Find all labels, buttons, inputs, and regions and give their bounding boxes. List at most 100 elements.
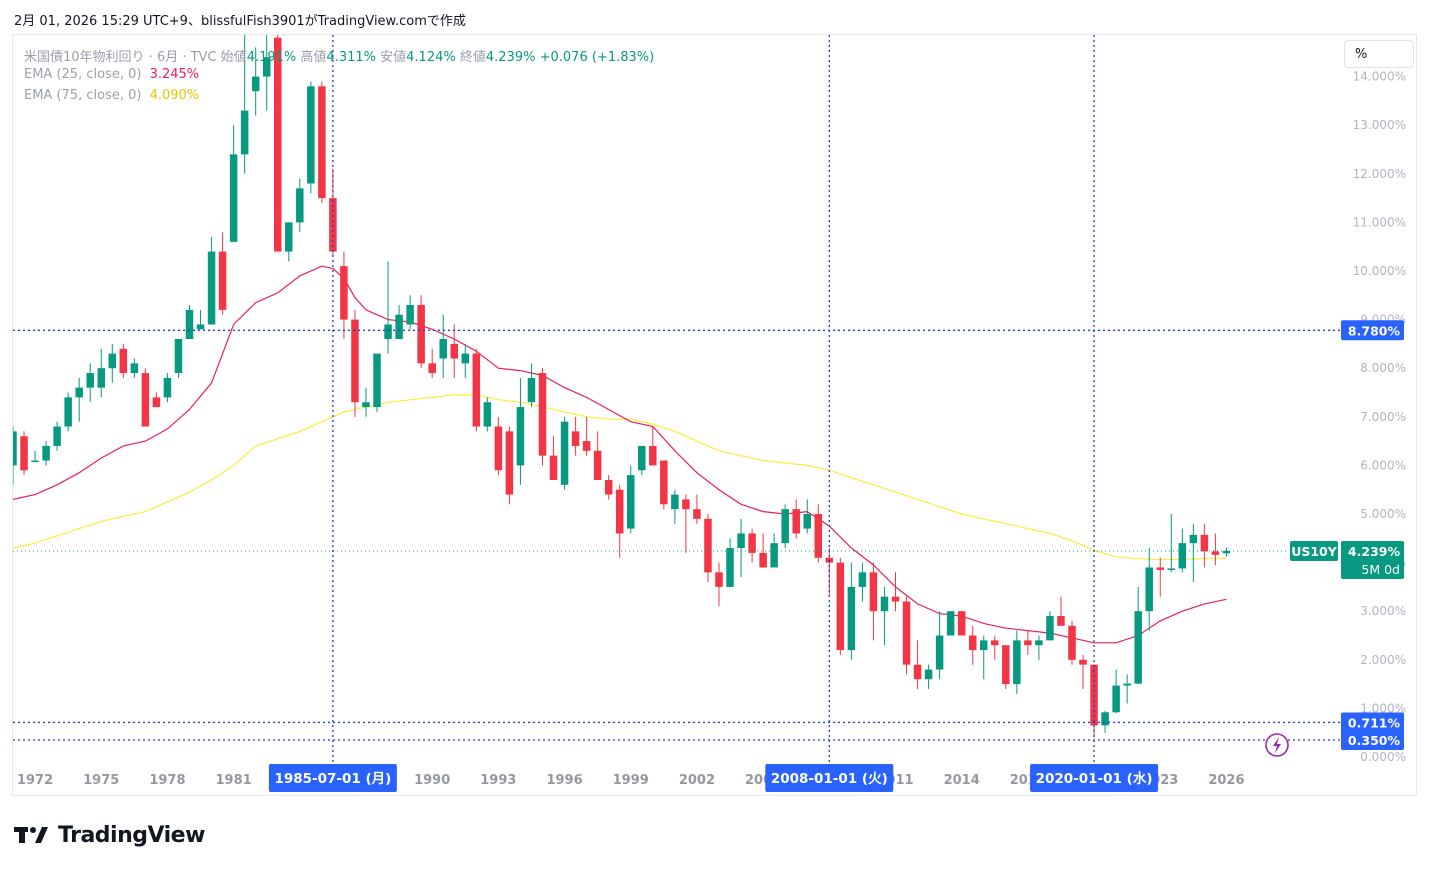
candle-down [329,168,337,257]
candle-body [869,572,878,612]
candle-up [64,392,72,432]
candle-down [836,557,845,655]
candle-body [251,76,260,92]
candle-body [428,363,436,374]
candle-body [1123,683,1131,686]
candle-body [593,450,602,480]
candle-body [240,110,249,155]
candle-body [1101,712,1109,726]
candle-up [285,222,293,262]
candle-body [362,402,370,408]
candle-up [1112,669,1120,714]
candle-down [450,324,458,378]
candle-up [75,377,83,422]
candle-up [196,309,205,330]
candle-body [770,543,778,568]
candle-up [13,426,17,485]
candle-down [1024,630,1032,655]
candle-body [31,460,39,463]
x-tick-label: 2026 [1208,773,1244,788]
candle-down [1057,596,1065,626]
candle-body [119,348,128,374]
candle-up [439,314,447,378]
y-tick-label: 1.000% [1360,701,1406,715]
tradingview-logo-icon [14,827,48,843]
candle-down [759,533,767,568]
candle-up [770,533,778,568]
x-tick-label: 1993 [480,773,516,788]
vertical-marker-tag [765,764,894,792]
candle-down [704,514,712,583]
horizontal-level-label: 8.780% [1348,323,1401,338]
candle-body [704,518,712,573]
vertical-marker-label: 1985-07-01 (月) [274,771,391,787]
horizontal-level-label: 0.711% [1348,715,1401,730]
candle-body [53,426,61,446]
candle-down [615,484,624,558]
candle-up [847,562,856,660]
candle-body [957,611,966,636]
candle-up [1178,528,1187,573]
x-tick-label: 2002 [679,773,715,788]
candle-body [108,353,117,369]
price-tag [1341,540,1404,579]
candle-body [649,445,657,466]
candle-body [307,86,315,184]
candle-down [494,416,503,476]
candle-up [1167,514,1176,573]
legend-row-ema25[interactable]: EMA (25, close, 0) 3.245% [24,67,199,82]
y-tick-label: 8.000% [1360,361,1406,375]
y-tick-label: 2.000% [1360,653,1406,667]
candle-up [406,295,414,330]
candle-down [814,504,823,563]
candle-down [351,309,359,417]
candle-down [141,368,150,427]
candle-up [373,353,381,412]
tradingview-logo-text: TradingView [58,822,205,848]
legend-open-label: 始値 [220,50,247,65]
candle-body [13,431,17,466]
candle-body [505,431,514,495]
candle-body [439,339,447,359]
candle-down [505,426,514,505]
candle-body [1189,534,1198,544]
plot-area [13,35,1231,738]
candle-body [748,533,756,553]
candle-up [262,35,271,111]
candle-down [1156,557,1164,597]
candle-up [483,397,492,432]
candle-down [913,640,922,689]
horizontal-level-tag [1341,729,1404,750]
candle-body [340,266,348,320]
candle-up [174,339,183,378]
candle-down [682,494,690,553]
candle-body [1035,640,1043,646]
x-tick-label: 1972 [17,773,53,788]
candle-up [1123,674,1131,704]
ema25-line [13,265,1227,644]
candle-body [638,445,646,471]
candle-body [483,402,492,427]
legend-row-ema75[interactable]: EMA (75, close, 0) 4.090% [24,88,199,103]
candle-body [207,251,216,325]
candle-body [185,309,194,340]
candle-body [1024,640,1032,646]
tradingview-logo[interactable]: TradingView [14,820,205,850]
snapshot-caption: 2月 01, 2026 15:29 UTC+9、blissfulFish3901… [14,14,466,29]
x-tick-label: 1978 [149,773,185,788]
vertical-marker-tag [1030,764,1159,792]
candle-body [924,669,933,680]
percent-scale-button[interactable]: % [1344,40,1414,68]
lightning-button[interactable] [1265,733,1289,757]
candle-up [560,416,569,490]
candle-body [582,441,591,451]
candle-up [240,35,249,174]
y-tick-label: 3.000% [1360,604,1406,618]
candle-body [715,572,723,587]
candle-up [527,363,536,408]
candle-down [428,348,436,378]
candle-body [461,353,470,364]
candle-body [1156,567,1164,570]
candle-body [968,635,977,651]
